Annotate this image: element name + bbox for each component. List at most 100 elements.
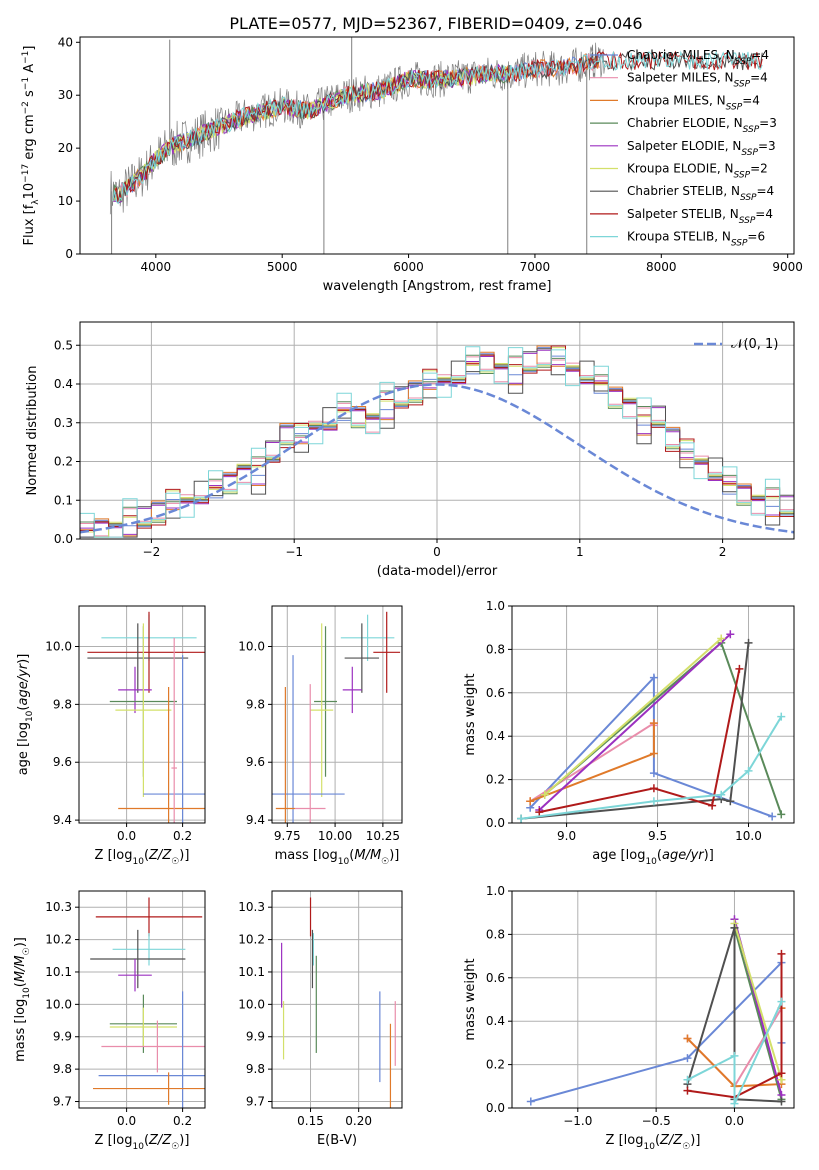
legend-label-cE: Chabrier ELODIE, NSSP=3 [627, 116, 777, 135]
legend-label-normal: 𝒩(0, 1) [731, 337, 778, 352]
x-axis-label: Z [log10(Z/Z☉)] [606, 1133, 701, 1152]
tick-label-y: 1.0 [486, 884, 505, 898]
x-axis-label-part: ( [144, 848, 149, 863]
tick-label-y: 0.2 [486, 1058, 505, 1072]
tick-label-y: 9.8 [53, 697, 72, 711]
weight-line-sS [539, 668, 741, 814]
tick-label-x: 9000 [772, 260, 803, 274]
tick-label-y: 30 [58, 88, 73, 102]
y-axis-label-part: ☉ [22, 947, 32, 955]
legend-label-sub: SSP [740, 193, 757, 203]
tick-label-x: 0.15 [297, 1114, 324, 1128]
x-axis-label-part: wavelength [Angstrom, rest frame] [323, 279, 552, 294]
weight-point-kS [730, 1099, 739, 1108]
plot-area [79, 606, 205, 823]
tick-label-y: 20 [58, 141, 73, 155]
y-axis-label-part: mass weight [463, 673, 478, 755]
tick-label-x: −2 [143, 545, 161, 559]
tick-label-x: 0.20 [345, 1114, 372, 1128]
x-axis-label-part: Z [148, 1133, 159, 1148]
tick-label-x: 10.25 [366, 829, 400, 843]
y-axis-label: mass [log10(M/M☉)] [13, 937, 32, 1062]
weight-point-kE [717, 634, 726, 643]
weight-line-sS [687, 953, 783, 1099]
axes-frame [271, 605, 403, 824]
tick-label-x: 4000 [141, 260, 172, 274]
panel-mass_vs_ebv: 0.15 0.20 9.7 9.8 9.9 10.0 10.1 10.2 10.3 E(B-V) [238, 890, 403, 1148]
y-axis-label-part: −17 [21, 164, 31, 183]
normal-curve [80, 383, 794, 534]
weight-point-sS [735, 664, 744, 673]
y-axis-label-part: )] [13, 937, 28, 947]
y-axis-label: mass weight [463, 958, 478, 1040]
y-axis-label-part: ] [22, 46, 37, 51]
tick-label-y: 9.8 [246, 697, 265, 711]
legend-label-main: Chabrier STELIB, N [627, 184, 740, 198]
x-axis-label-part: ( [144, 1133, 149, 1148]
x-axis-label-part: Z [log [606, 1133, 644, 1148]
legend-label-kE: Kroupa ELODIE, NSSP=2 [627, 162, 768, 181]
x-axis-label-part: )] [179, 1133, 189, 1148]
weight-point-cE [777, 810, 786, 819]
tick-label-x: 0.0 [117, 829, 136, 843]
legend-label-sub: SSP [743, 125, 760, 135]
weight-point-sS [777, 1069, 786, 1078]
tick-label-x: −0.5 [642, 1114, 671, 1128]
y-axis-label-part: / [13, 965, 28, 972]
legend-label-kM: Kroupa MILES, NSSP=4 [627, 93, 760, 112]
tick-label-y: 10.0 [238, 997, 265, 1011]
tick-label-y: 0.0 [54, 532, 73, 546]
weight-point-kS [777, 712, 786, 721]
x-axis-label-part: )] [690, 1133, 700, 1148]
x-axis-label: age [log10(age/yr)] [592, 848, 714, 867]
x-axis-label-part: Z [log [95, 848, 133, 863]
tick-label-y: 9.8 [246, 1062, 265, 1076]
panel-residuals: −2 −1 0 1 2 0.0 0.1 0.2 0.3 0.4 0.5 𝒩(0, 1) (data-mo… [25, 321, 795, 579]
legend-label-main: Kroupa MILES, N [627, 93, 726, 107]
x-axis-label-part: / [668, 1133, 675, 1148]
x-axis-label-part: 10 [132, 857, 144, 867]
weight-point-kS [777, 997, 786, 1006]
weight-point-cS [777, 1097, 786, 1106]
weight-point-sS [708, 801, 717, 810]
x-axis-label-part: / [157, 1133, 164, 1148]
x-axis-label-part: E(B-V) [317, 1133, 357, 1148]
tick-label-y: 10.0 [238, 640, 265, 654]
y-axis-label-part: −1 [21, 77, 31, 90]
legend-label-cS: Chabrier STELIB, NSSP=4 [627, 184, 774, 203]
weight-point-cS [744, 638, 753, 647]
x-axis-label: mass [log10(M/M☉)] [275, 848, 400, 867]
legend-label-main: Salpeter ELODIE, N [627, 139, 741, 153]
legend-label-tail: =6 [747, 230, 765, 244]
x-axis-label-part: / [157, 848, 164, 863]
tick-label-x: 0 [433, 545, 441, 559]
x-axis-label-part: )] [179, 848, 189, 863]
y-axis-label-part: mass weight [463, 958, 478, 1040]
plot-area [272, 891, 402, 1108]
x-axis-label: wavelength [Angstrom, rest frame] [323, 279, 552, 294]
x-axis-label-part: M [354, 848, 365, 863]
tick-label-y: 9.7 [53, 1095, 72, 1109]
y-axis-label-part: M [13, 955, 28, 966]
legend-label-sub: SSP [734, 80, 751, 90]
x-axis-label-part: Z [659, 1133, 670, 1148]
panel-mass_vs_Z: 0.0 0.29.79.89.910.010.110.210.3Z [log10(… [13, 890, 206, 1152]
weight-point-cM [768, 812, 777, 821]
legend-label-main: Salpeter MILES, N [627, 71, 734, 85]
model-line-kS [112, 50, 763, 205]
weight-point-kS [683, 1075, 692, 1084]
weight-point-cM [683, 1054, 692, 1063]
tick-label-y: 0 [65, 247, 73, 261]
legend-label-tail: =4 [742, 93, 760, 107]
legend-label-sE: Salpeter ELODIE, NSSP=3 [627, 139, 776, 158]
legend-label-sub: SSP [741, 148, 758, 158]
legend-label-tail: =4 [750, 71, 768, 85]
weight-line-kE [544, 637, 722, 796]
tick-label-y: 0.4 [54, 377, 73, 391]
tick-label-y: 9.8 [53, 1062, 72, 1076]
weight-point-sS [649, 784, 658, 793]
tick-label-y: 0.5 [54, 338, 73, 352]
y-axis-label-part: −2 [21, 101, 31, 114]
histogram-kS [80, 346, 794, 538]
weight-line-cE [733, 927, 783, 1100]
